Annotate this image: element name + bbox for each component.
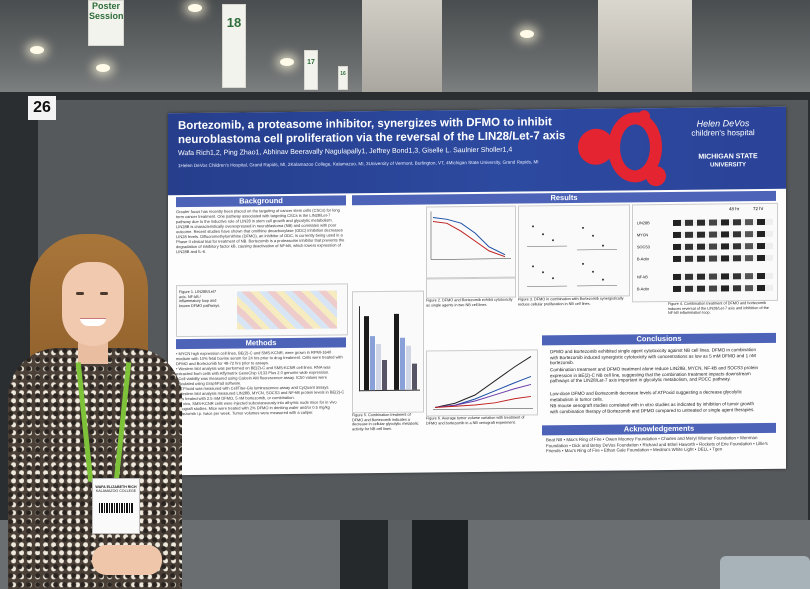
blot-label: NF-kB [637, 275, 648, 280]
figure-6-caption: Figure 6. Average tumor volume variation… [426, 415, 525, 426]
hall-banner: Poster Session [88, 0, 124, 46]
hall-banner-16: 16 [338, 66, 348, 90]
conclusion-item: NB mouse xenograft studies correlated wi… [550, 401, 755, 414]
booth-number-tag: 26 [28, 96, 56, 120]
section-heading-conclusions: Conclusions [542, 332, 776, 346]
hall-banner-17: 17 [304, 50, 318, 90]
poster-title: Bortezomib, a proteasome inhibitor, syne… [178, 116, 566, 147]
blot-band-row [673, 284, 773, 292]
poster-header: Bortezomib, a proteasome inhibitor, syne… [168, 106, 786, 196]
blot-label: SOCS3 [637, 245, 650, 250]
figure-4-western-blots: 48 hr 72 hr LIN28B MYCN SOCS3 B-Actin NF… [632, 202, 778, 303]
conclusions-list: DFMO and Bortezomib exhibited single age… [542, 345, 776, 421]
figure-1-caption: Figure 1. LIN28B/Let7 axis. NF-kB / infl… [179, 289, 221, 308]
blot-time-48: 48 hr [729, 206, 740, 212]
poster-affiliations: 1Helen DeVos Children's Hospital, Grand … [178, 159, 539, 169]
helen-devos-logo: Helen DeVos children's hospital [691, 118, 755, 138]
presenter-face [62, 262, 124, 346]
figure-5-bar-chart [352, 290, 424, 414]
acknowledgements-text: Beat NB • Max's Ring of Fire • Owen Moon… [546, 435, 768, 454]
blot-time-72: 72 hr [753, 206, 764, 212]
hall-column [598, 0, 692, 96]
research-poster: Bortezomib, a proteasome inhibitor, syne… [168, 106, 786, 476]
figure-4-caption: Figure 4. Combination treatment of DFMO … [668, 300, 769, 316]
blot-band-row [673, 230, 773, 238]
figure-6-tumor-growth [426, 349, 538, 417]
figure-5-caption: Figure 5. Combination treatment of DFMO … [352, 412, 419, 432]
chair [720, 556, 810, 589]
synergy-scatter [527, 225, 617, 287]
bar-chart-axes [359, 305, 420, 392]
decorative-dot [638, 110, 650, 123]
pathway-graphic [237, 290, 337, 330]
blot-band-row [673, 254, 773, 262]
figure-3-synergy-plots [518, 204, 630, 298]
blot-band-row [673, 272, 773, 280]
figure-2-dose-curves [426, 205, 516, 279]
poster-authors: Wafa Rich1,2, Ping Zhao1, Abhinav Beerav… [178, 146, 513, 158]
section-heading-background: Background [176, 195, 346, 208]
presenter-hands [92, 545, 162, 575]
badge-name: WAFA ELIZABETH RICH KALAMAZOO COLLEGE [95, 485, 137, 494]
blot-band-row [673, 242, 773, 250]
figure-2-ic50-table [426, 277, 516, 299]
section-heading-methods: Methods [176, 337, 346, 350]
background-attendees [340, 520, 500, 589]
figure-2-caption: Figure 2. DFMO and Bortezomib exhibit cy… [426, 297, 513, 308]
blot-label: MYCN [637, 233, 649, 238]
hall-column [362, 0, 442, 92]
tumor-growth-plot [433, 356, 533, 410]
blot-band-row [673, 218, 773, 226]
msu-logo: MICHIGAN STATE UNIVERSITY [698, 153, 758, 169]
blot-label: B-Actin [637, 257, 650, 262]
blot-label: B-Actin [637, 287, 650, 292]
methods-text: • MYCN high expression cell lines, BE(2)… [176, 349, 345, 417]
name-badge: WAFA ELIZABETH RICH KALAMAZOO COLLEGE [92, 478, 140, 534]
figure-3-caption: Figure 3. DFMO in combination with Borte… [518, 296, 624, 307]
blot-label: LIN28B [637, 221, 650, 226]
background-text: Greater focus has recently been placed o… [176, 207, 345, 255]
figure-1-pathway-diagram: Figure 1. LIN28B/Let7 axis. NF-kB / infl… [176, 283, 348, 338]
badge-barcode [99, 503, 133, 513]
conclusion-item: DFMO and Bortezomib exhibited single age… [550, 347, 757, 366]
dose-response-plot [430, 211, 511, 260]
hall-banner-18: 18 [222, 4, 246, 88]
section-heading-acknowledgements: Acknowledgements [542, 422, 776, 436]
decorative-dot [646, 166, 666, 187]
conclusion-item: Combination treatment and DFMO treatment… [550, 365, 759, 384]
